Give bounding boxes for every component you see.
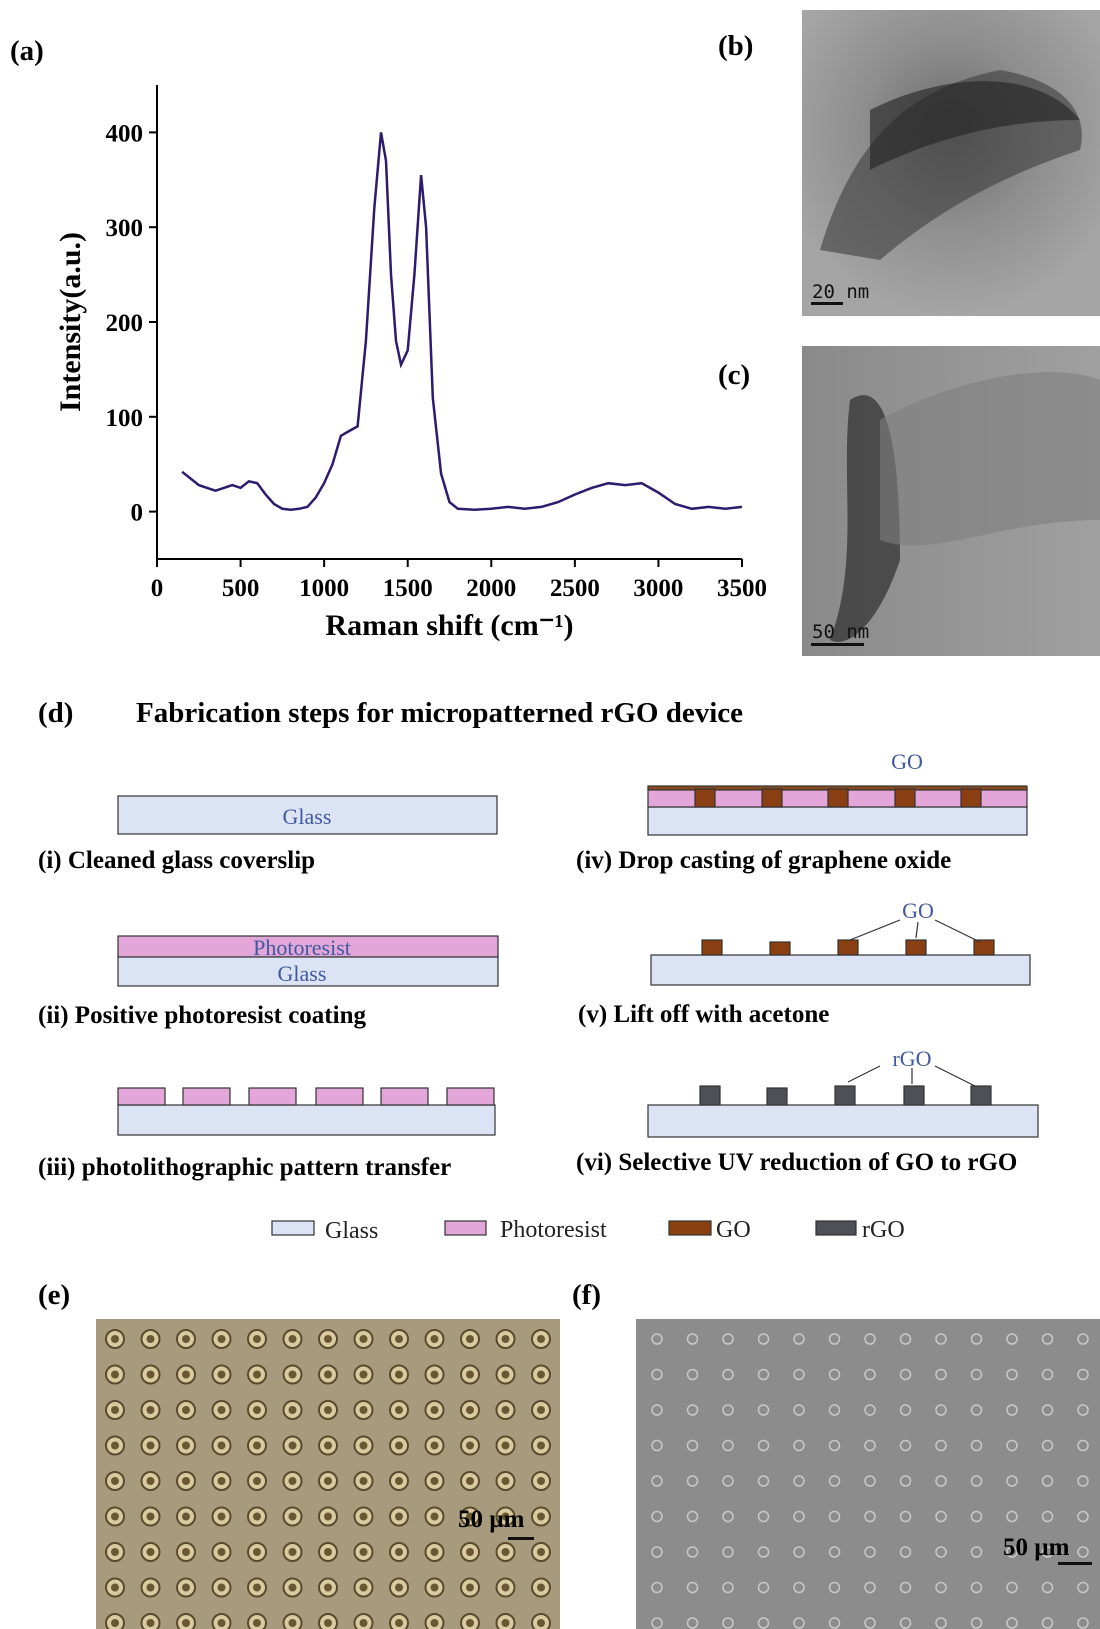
raman-chart: 0 100 200 300 400 0 500 1000 1500 2000 2500 3000 350… xyxy=(54,85,767,642)
scale-bar-label: 50 nm xyxy=(812,621,869,643)
step-caption: (vi) Selective UV reduction of GO to rGO xyxy=(576,1149,1017,1176)
figure: (a) (b) (c) (d) (e) (f) 0 100 200 300 400 0 50… xyxy=(0,0,1100,1629)
layer-label: Photoresist xyxy=(253,935,351,960)
tem-image-b: 20 nm xyxy=(802,10,1100,316)
x-axis-label: Raman shift (cm⁻¹) xyxy=(325,609,573,642)
legend-label: GO xyxy=(716,1217,751,1243)
layer-label: GO xyxy=(902,898,934,923)
step-caption: (v) Lift off with acetone xyxy=(578,1001,829,1028)
y-tick-label: 300 xyxy=(106,215,144,242)
sem-image-f: 50 µm xyxy=(636,1319,1100,1629)
scale-bar-label: 50 µm xyxy=(458,1506,525,1533)
legend-label: rGO xyxy=(862,1217,905,1243)
panel-label: (a) xyxy=(10,35,44,67)
y-axis-label: Intensity(a.u.) xyxy=(54,232,87,412)
panel-label: (c) xyxy=(718,359,750,391)
y-tick-label: 0 xyxy=(131,500,144,527)
x-tick-label: 2500 xyxy=(550,575,600,602)
panel-label: (b) xyxy=(718,30,753,62)
layer-label: Glass xyxy=(278,961,327,986)
y-tick-label: 200 xyxy=(106,310,144,337)
step-caption: (i) Cleaned glass coverslip xyxy=(38,847,315,874)
x-tick-label: 3500 xyxy=(717,575,767,602)
scale-bar-label: 20 nm xyxy=(812,281,869,303)
x-tick-label: 1000 xyxy=(299,575,349,602)
scale-bar-label: 50 µm xyxy=(1003,1534,1070,1561)
diagram-title: Fabrication steps for micropatterned rGO… xyxy=(136,697,743,729)
step-caption: (iii) photolithographic pattern transfer xyxy=(38,1154,451,1181)
x-tick-label: 1500 xyxy=(383,575,433,602)
x-tick-label: 2000 xyxy=(466,575,516,602)
page: {"panels": {"a": "(a)", "b": "(b)", "c":… xyxy=(0,0,1100,1629)
tem-image-c: 50 nm xyxy=(802,346,1100,656)
x-tick-label: 3000 xyxy=(633,575,683,602)
x-tick-label: 500 xyxy=(222,575,260,602)
layer-label: Glass xyxy=(283,804,332,829)
legend-label: Glass xyxy=(325,1218,378,1244)
panel-label: (d) xyxy=(38,697,73,729)
panel-label: (e) xyxy=(38,1279,70,1311)
step-caption: (ii) Positive photoresist coating xyxy=(38,1002,366,1029)
layer-label: rGO xyxy=(892,1046,931,1071)
layer-label: GO xyxy=(891,749,923,774)
y-tick-label: 400 xyxy=(106,120,144,147)
optical-image-e: 50 µm xyxy=(96,1319,560,1629)
legend-label: Photoresist xyxy=(500,1217,607,1243)
step-caption: (iv) Drop casting of graphene oxide xyxy=(576,847,951,874)
y-tick-label: 100 xyxy=(106,405,144,432)
panel-label: (f) xyxy=(572,1279,601,1311)
spectrum-line xyxy=(182,132,742,509)
x-tick-label: 0 xyxy=(151,575,164,602)
